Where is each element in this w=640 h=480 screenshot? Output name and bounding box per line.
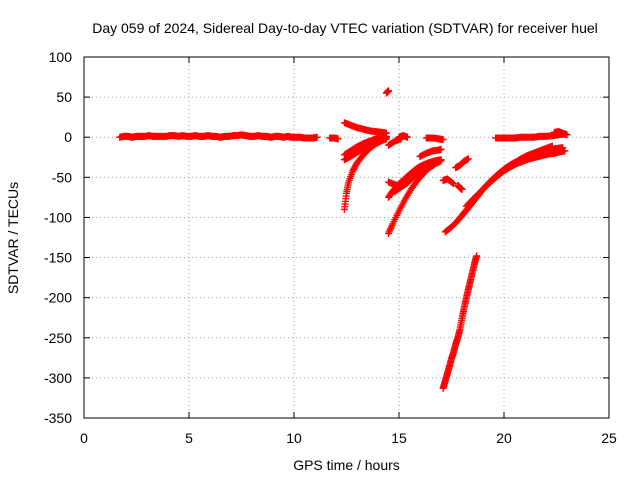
y-tick-label: -50 [52, 169, 72, 185]
data-series [550, 128, 571, 139]
data-point [385, 228, 393, 236]
data-series [326, 134, 342, 143]
y-tick-label: -250 [44, 330, 72, 346]
data-series [385, 135, 405, 149]
plot-frame [83, 56, 610, 419]
x-tick-label: 20 [496, 430, 512, 446]
y-tick-label: 100 [49, 49, 73, 65]
data-point [473, 252, 481, 260]
data-series [452, 155, 472, 172]
y-tick-label: -100 [44, 209, 72, 225]
data-point [382, 135, 390, 143]
y-tick-label: 0 [64, 129, 72, 145]
data-series [340, 119, 390, 137]
data-point [403, 133, 411, 141]
y-axis-label: SDTVAR / TECUs [5, 182, 21, 294]
data-point [313, 133, 321, 141]
x-tick-label: 0 [80, 430, 88, 446]
x-tick-label: 5 [185, 430, 193, 446]
data-point [385, 87, 392, 95]
data-series [116, 131, 321, 142]
x-tick-labels: 0 5 10 15 20 25 [80, 430, 617, 446]
chart-title: Day 059 of 2024, Sidereal Day-to-day VTE… [92, 20, 598, 36]
data-point [388, 221, 396, 229]
data-series [422, 134, 447, 144]
y-tick-label: -150 [44, 250, 72, 266]
data-point [334, 135, 342, 143]
data-series [391, 156, 445, 196]
data-point [386, 226, 394, 234]
data-point [464, 155, 472, 163]
data-point [437, 156, 445, 164]
x-tick-label: 25 [601, 430, 617, 446]
grid-lines [84, 57, 609, 418]
data-point [387, 225, 395, 233]
axis-ticks [83, 56, 610, 419]
data-series [454, 181, 466, 193]
data-series [340, 135, 390, 213]
data-series [416, 145, 445, 160]
x-axis-label: GPS time / hours [293, 457, 400, 473]
data-series [395, 132, 411, 141]
data-series [462, 147, 569, 210]
y-tick-label: -200 [44, 290, 72, 306]
y-tick-label: -350 [44, 410, 72, 426]
data-point [387, 223, 395, 231]
data-point [449, 179, 457, 187]
data-point [439, 136, 447, 144]
x-tick-label: 10 [286, 430, 302, 446]
data-series [439, 175, 458, 188]
data-point [563, 131, 571, 139]
y-tick-labels: 100 50 0 -50 -100 -150 -200 -250 -300 -350 [44, 49, 72, 426]
data-point [561, 147, 569, 155]
data-point [450, 180, 458, 188]
x-tick-label: 15 [391, 430, 407, 446]
data-series [382, 87, 392, 97]
data-points [116, 87, 571, 392]
y-tick-label: -300 [44, 370, 72, 386]
y-tick-label: 50 [56, 89, 72, 105]
data-series [439, 252, 481, 392]
data-point [385, 229, 392, 237]
data-point [458, 185, 466, 193]
data-point [437, 145, 445, 153]
